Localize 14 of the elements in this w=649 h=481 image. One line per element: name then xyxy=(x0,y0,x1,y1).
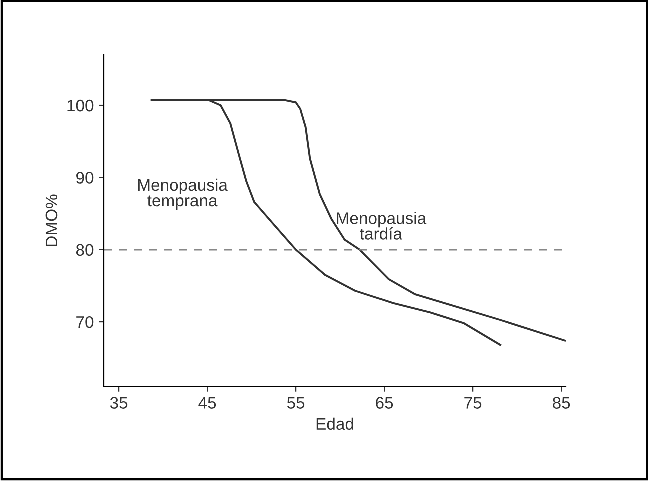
x-tick-label: 35 xyxy=(110,397,128,409)
x-tick-label: 45 xyxy=(198,397,216,409)
y-axis-title: DMO% xyxy=(46,194,58,246)
series-label: Menopausia temprana xyxy=(138,178,228,210)
series-label: Menopausia tardía xyxy=(337,212,427,240)
x-axis-title: Edad xyxy=(316,418,354,430)
y-tick-label: 100 xyxy=(68,100,94,112)
x-tick-label: 75 xyxy=(464,397,482,409)
x-tick-label: 85 xyxy=(553,397,570,409)
y-tick-label: 80 xyxy=(76,244,94,256)
y-tick-label: 90 xyxy=(76,172,94,184)
x-tick-label: 55 xyxy=(287,397,305,409)
y-tick-label: 70 xyxy=(76,316,94,328)
x-tick-label: 65 xyxy=(376,397,394,409)
